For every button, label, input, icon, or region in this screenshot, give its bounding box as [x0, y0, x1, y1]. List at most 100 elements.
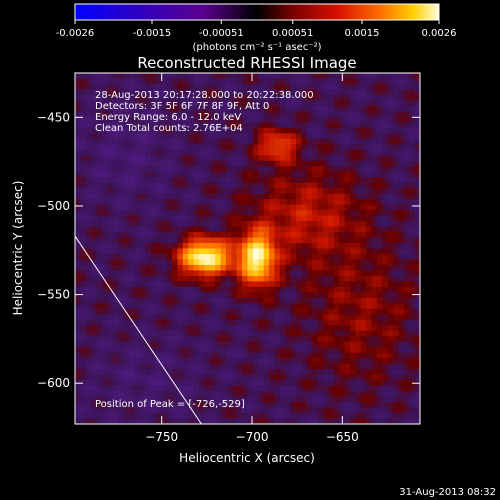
heatmap-cell [80, 160, 87, 167]
heatmap-cell [279, 319, 286, 326]
heatmap-cell [166, 138, 173, 145]
heatmap-cell [139, 418, 146, 424]
heatmap-cell [252, 94, 259, 102]
heatmap-cell [349, 122, 356, 129]
heatmap-cell [172, 144, 179, 151]
heatmap-cell [382, 380, 389, 387]
heatmap-cell [366, 330, 373, 337]
heatmap-cell [128, 418, 135, 424]
heatmap-cell [188, 221, 195, 228]
heatmap-cell [242, 314, 249, 321]
heatmap-cell [349, 385, 356, 392]
heatmap-cell [301, 133, 308, 140]
heatmap-cell [139, 204, 146, 211]
heatmap-cell [414, 215, 420, 222]
heatmap-cell [166, 171, 173, 178]
heatmap-cell [366, 149, 373, 156]
heatmap-cell [231, 100, 238, 107]
heatmap-cell [409, 275, 416, 283]
heatmap-cell [247, 144, 254, 151]
heatmap-cell [279, 138, 286, 145]
heatmap-cell [225, 325, 232, 332]
heatmap-cell [403, 385, 410, 392]
heatmap-cell [355, 210, 362, 217]
heatmap-cell [209, 83, 216, 91]
heatmap-cell [215, 221, 222, 228]
heatmap-cell [80, 325, 87, 332]
heatmap-cell [290, 83, 297, 91]
heatmap-cell [188, 171, 195, 178]
heatmap-cell [376, 275, 383, 283]
heatmap-cell [317, 155, 324, 162]
heatmap-cell [150, 374, 157, 381]
heatmap-cell [403, 193, 410, 200]
heatmap-cell [75, 286, 81, 293]
heatmap-cell [393, 330, 400, 337]
heatmap-cell [366, 374, 373, 381]
heatmap-cell [145, 94, 152, 102]
heatmap-cell [231, 391, 238, 398]
heatmap-cell [258, 325, 265, 332]
heatmap-cell [80, 270, 87, 277]
heatmap-cell [344, 83, 351, 91]
heatmap-cell [198, 413, 205, 420]
heatmap-cell [204, 204, 211, 211]
heatmap-cell [101, 193, 108, 200]
heatmap-cell [182, 149, 189, 156]
heatmap-cell [349, 204, 356, 211]
heatmap-cell [376, 396, 383, 403]
heatmap-cell [177, 336, 184, 343]
heatmap-cell [118, 292, 125, 299]
heatmap-cell [145, 330, 152, 337]
heatmap-cell [312, 111, 319, 118]
heatmap-cell [161, 259, 168, 266]
heatmap-cell [75, 188, 81, 195]
heatmap-cell [209, 221, 216, 228]
heatmap-cell [231, 182, 238, 189]
heatmap-cell [166, 243, 173, 250]
heatmap-cell [145, 374, 152, 381]
heatmap-cell [376, 237, 383, 244]
heatmap-cell [252, 374, 259, 381]
heatmap-cell [371, 286, 378, 293]
heatmap-cell [247, 391, 254, 398]
colorbar-unit-label: (photons cm⁻² s⁻¹ asec⁻²) [192, 42, 321, 53]
heatmap-cell [188, 418, 195, 424]
heatmap-cell [344, 122, 351, 129]
heatmap-cell [349, 314, 356, 321]
heatmap-cell [349, 83, 356, 91]
heatmap-cell [403, 303, 410, 310]
heatmap-cell [242, 160, 249, 167]
heatmap-cell [96, 155, 103, 162]
heatmap-cell [301, 369, 308, 376]
heatmap-cell [177, 253, 184, 261]
heatmap-cell [376, 264, 383, 272]
heatmap-cell [344, 253, 351, 261]
heatmap-cell [91, 369, 98, 376]
heatmap-cell [306, 105, 313, 112]
heatmap-cell [101, 226, 108, 233]
heatmap-cell [263, 413, 270, 420]
heatmap-cell [91, 210, 98, 217]
heatmap-cell [376, 385, 383, 392]
heatmap-cell [376, 292, 383, 299]
heatmap-cell [123, 286, 130, 293]
heatmap-cell [242, 232, 249, 239]
heatmap-cell [274, 358, 281, 365]
heatmap-cell [409, 319, 416, 326]
heatmap-cell [258, 358, 265, 365]
heatmap-cell [252, 396, 259, 403]
heatmap-cell [209, 413, 216, 420]
heatmap-cell [145, 166, 152, 173]
heatmap-cell [123, 160, 130, 167]
heatmap-cell [231, 144, 238, 151]
heatmap-cell [155, 341, 162, 348]
heatmap-cell [166, 297, 173, 304]
heatmap-cell [128, 385, 135, 392]
heatmap-cell [328, 341, 335, 348]
heatmap-cell [220, 253, 227, 261]
heatmap-cell [247, 149, 254, 156]
heatmap-cell [188, 292, 195, 299]
heatmap-cell [366, 319, 373, 326]
heatmap-cell [258, 418, 265, 424]
